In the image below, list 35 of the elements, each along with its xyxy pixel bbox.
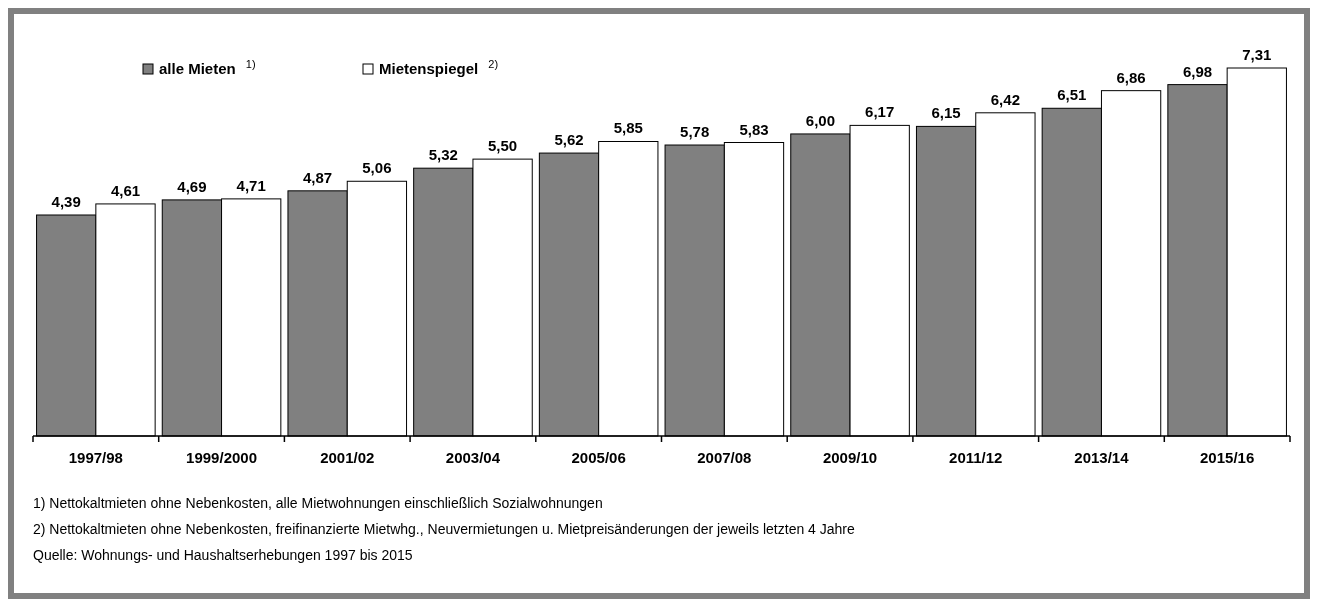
- data-label: 6,51: [1057, 86, 1087, 104]
- x-tick-label: 2015/16: [1200, 449, 1255, 466]
- data-label: 6,00: [805, 111, 836, 129]
- x-tick-label: 2009/10: [822, 449, 878, 466]
- text: 2) Nettokaltmieten ohne Nebenkosten, freifinanzierte Mietwhg., Neuvermietungen u. Mietpreisänderungen der jeweils letzten 4 Jahre: [33, 521, 855, 537]
- data-label: 5,83: [739, 120, 769, 138]
- data-label: 4,69: [177, 177, 207, 195]
- x-tick-label: 2001/02: [320, 449, 375, 466]
- data-label: 4,39: [51, 193, 81, 210]
- data-label: 6,42: [990, 90, 1020, 108]
- x-tick-label: 2011/12: [949, 449, 1003, 466]
- data-label: 5,50: [487, 137, 518, 155]
- legend-label: Mietenspiegel $^{2)}$: [379, 58, 499, 77]
- x-tick-label: 2005/06: [571, 449, 626, 466]
- data-label: 6,86: [1116, 68, 1146, 86]
- text: 1) Nettokaltmieten ohne Nebenkosten, alle Mietwohnungen einschließlich Sozialwohnungen: [33, 495, 603, 511]
- source-note: Quelle: Wohnungs- und Haushaltserhebungen 1997 bis 2015: [33, 547, 413, 563]
- data-label: 5,85: [613, 119, 643, 137]
- data-label: 5,78: [680, 123, 710, 141]
- data-label: 6,98: [1182, 62, 1213, 80]
- legend-label: alle Mieten $^{1)}$: [159, 58, 256, 77]
- data-label: 5,62: [554, 131, 584, 149]
- data-label: 4,71: [236, 176, 266, 194]
- data-label: 4,61: [110, 181, 141, 199]
- x-tick-label: 1999/2000: [186, 449, 257, 466]
- x-tick-label: 1997/98: [68, 449, 123, 466]
- data-label: 6,15: [931, 104, 961, 122]
- data-label: 5,32: [428, 146, 458, 164]
- x-tick-label: 2007/08: [697, 449, 752, 466]
- data-label: 7,31: [1242, 46, 1272, 63]
- data-label: 6,17: [865, 103, 895, 121]
- data-label: 5,06: [362, 159, 392, 177]
- data-label: 4,87: [303, 168, 333, 186]
- x-tick-label: 2003/04: [445, 449, 501, 466]
- x-tick-label: 2013/14: [1074, 449, 1130, 466]
